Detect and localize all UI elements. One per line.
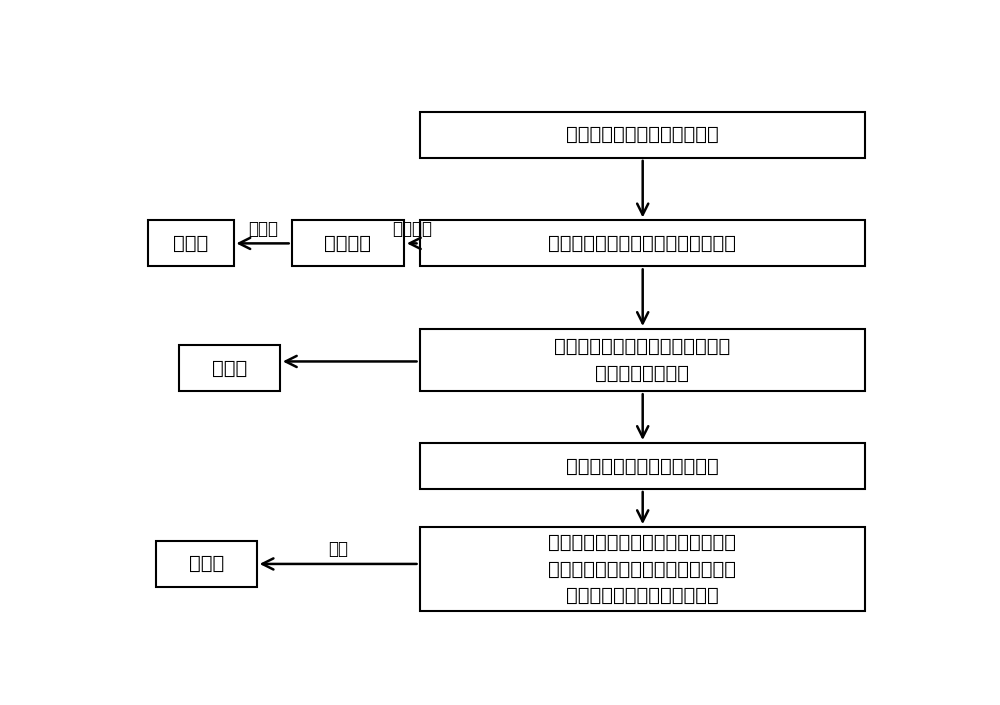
Text: 磁化焙烧: 磁化焙烧 <box>392 220 432 238</box>
Text: 焙烧产品: 焙烧产品 <box>324 234 371 253</box>
Bar <box>292 220 404 266</box>
Bar <box>420 112 865 158</box>
Text: 铁产品: 铁产品 <box>173 234 208 253</box>
Text: 将微细粒与氟硅酸钠、水玻璃、柠檬
酸、六偏磷酸钠、苯甲羟肟酸、水杨
羟肟酸混合浮选，得到钛精矿: 将微细粒与氟硅酸钠、水玻璃、柠檬 酸、六偏磷酸钠、苯甲羟肟酸、水杨 羟肟酸混合浮… <box>548 533 736 605</box>
Bar <box>179 345 280 391</box>
Text: 弱磁选: 弱磁选 <box>248 220 278 238</box>
Bar <box>420 329 865 391</box>
Bar <box>148 220 234 266</box>
Bar <box>420 443 865 489</box>
Text: 将磁选尾矿与草酸、丁基黄药混合
浮选，得到硫精矿: 将磁选尾矿与草酸、丁基黄药混合 浮选，得到硫精矿 <box>554 338 730 383</box>
Text: 酸浸: 酸浸 <box>328 540 348 558</box>
Text: 将复杂多金属矿进行磨矿处理: 将复杂多金属矿进行磨矿处理 <box>566 125 719 145</box>
Text: 将选硫尾矿再磨，得到微细料: 将选硫尾矿再磨，得到微细料 <box>566 456 719 475</box>
Bar <box>420 527 865 611</box>
Text: 将磨细物料进行强弱磁选得到铁精矿: 将磨细物料进行强弱磁选得到铁精矿 <box>548 234 736 253</box>
Bar <box>156 541 257 587</box>
Text: 硫产品: 硫产品 <box>212 359 247 378</box>
Text: 钛产品: 钛产品 <box>189 554 224 573</box>
Bar <box>420 220 865 266</box>
